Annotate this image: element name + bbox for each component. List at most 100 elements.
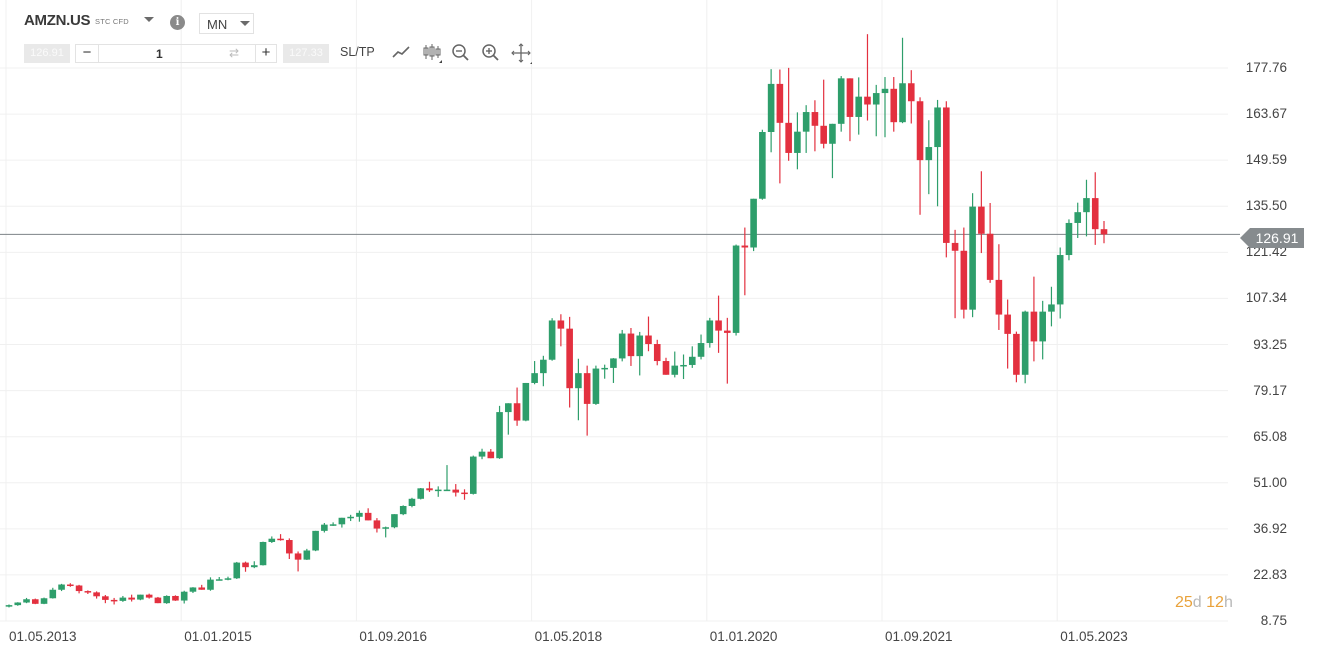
candle-up[interactable] <box>732 245 740 333</box>
candle-up[interactable] <box>531 373 538 383</box>
info-icon[interactable]: i <box>170 15 185 30</box>
swap-units-icon[interactable]: ⇄ <box>229 46 240 60</box>
candle-down[interactable] <box>242 562 249 568</box>
candle-down[interactable] <box>373 520 381 529</box>
candle-down[interactable] <box>916 101 924 161</box>
candle-up[interactable] <box>837 78 845 124</box>
candle-up[interactable] <box>23 599 30 603</box>
candle-down[interactable] <box>513 403 521 421</box>
candle-up[interactable] <box>391 514 398 528</box>
candle-up[interactable] <box>601 367 608 370</box>
candle-up[interactable] <box>750 198 757 248</box>
candle-up[interactable] <box>592 368 600 404</box>
candle-up[interactable] <box>697 343 705 357</box>
candle-up[interactable] <box>40 598 48 604</box>
candle-down[interactable] <box>741 245 749 248</box>
timeframe-select[interactable]: MN <box>199 13 254 34</box>
candle-up[interactable] <box>417 488 425 499</box>
candle-up[interactable] <box>934 107 941 148</box>
candle-down[interactable] <box>294 553 302 560</box>
candle-down[interactable] <box>978 206 985 234</box>
buy-button[interactable]: 127.33 <box>283 44 329 63</box>
candle-down[interactable] <box>724 330 731 333</box>
candle-up[interactable] <box>855 96 863 117</box>
candle-up[interactable] <box>259 541 267 566</box>
candle-down[interactable] <box>583 373 591 404</box>
candle-down[interactable] <box>960 250 968 310</box>
candle-down[interactable] <box>907 83 915 102</box>
candle-up[interactable] <box>505 403 512 413</box>
candle-up[interactable] <box>215 579 223 581</box>
candle-up[interactable] <box>969 206 976 310</box>
candle-down[interactable] <box>627 333 635 357</box>
candle-up[interactable] <box>329 524 337 526</box>
candle-down[interactable] <box>154 597 162 604</box>
candle-up[interactable] <box>434 489 442 492</box>
candle-down[interactable] <box>461 492 468 495</box>
symbol-name[interactable]: AMZN.US <box>24 12 91 29</box>
candle-up[interactable] <box>137 594 144 600</box>
candle-up[interactable] <box>688 356 696 365</box>
volume-stepper[interactable]: − 1 ⇄ + <box>75 44 277 63</box>
candle-up[interactable] <box>1065 222 1073 256</box>
candle-down[interactable] <box>557 320 565 329</box>
candle-down[interactable] <box>1013 333 1020 375</box>
candle-down[interactable] <box>198 587 206 590</box>
candle-up[interactable] <box>759 132 766 199</box>
candle-down[interactable] <box>1091 198 1099 230</box>
candle-down[interactable] <box>1100 229 1108 235</box>
candle-up[interactable] <box>829 123 836 144</box>
candle-down[interactable] <box>645 335 652 345</box>
candle-down[interactable] <box>364 512 372 521</box>
candle-up[interactable] <box>469 456 477 494</box>
candle-up[interactable] <box>224 578 232 580</box>
candle-down[interactable] <box>277 538 284 541</box>
sell-button[interactable]: 126.91 <box>24 44 70 63</box>
candle-down[interactable] <box>172 595 179 601</box>
candle-up[interactable] <box>207 579 214 590</box>
candle-up[interactable] <box>250 565 258 568</box>
candle-up[interactable] <box>321 524 328 531</box>
candle-up[interactable] <box>303 550 311 560</box>
candle-up[interactable] <box>706 320 714 344</box>
candle-up[interactable] <box>881 88 889 94</box>
candle-up[interactable] <box>268 538 276 542</box>
candle-down[interactable] <box>75 585 83 592</box>
candle-down[interactable] <box>102 596 109 600</box>
candle-down[interactable] <box>84 591 92 593</box>
zoom-out-icon[interactable] <box>450 42 472 64</box>
candle-up[interactable] <box>548 320 556 360</box>
candle-up[interactable] <box>610 358 617 368</box>
candle-up[interactable] <box>180 591 188 601</box>
candle-down[interactable] <box>452 489 460 493</box>
candle-down[interactable] <box>776 83 784 123</box>
candle-down[interactable] <box>811 112 819 126</box>
candle-up[interactable] <box>1074 212 1082 223</box>
candle-up[interactable] <box>522 382 530 421</box>
candle-up[interactable] <box>1039 311 1046 342</box>
candle-down[interactable] <box>128 597 135 600</box>
candle-up[interactable] <box>1056 255 1064 305</box>
candle-up[interactable] <box>312 530 319 551</box>
candle-down[interactable] <box>1004 314 1011 334</box>
candle-down[interactable] <box>943 107 950 243</box>
candle-up[interactable] <box>618 333 626 359</box>
candle-up[interactable] <box>496 412 503 459</box>
line-chart-icon[interactable] <box>390 42 412 64</box>
volume-decrease-button[interactable]: − <box>76 45 99 62</box>
candle-up[interactable] <box>443 489 451 492</box>
candle-up[interactable] <box>347 516 354 519</box>
candle-down[interactable] <box>1030 311 1038 342</box>
candle-down[interactable] <box>846 78 854 117</box>
candle-up[interactable] <box>794 131 801 153</box>
candlestick-icon[interactable] <box>421 42 443 64</box>
crosshair-move-icon[interactable] <box>510 42 533 64</box>
candle-down[interactable] <box>890 88 898 123</box>
candle-down[interactable] <box>820 125 827 144</box>
symbol-dropdown-chevron-icon[interactable] <box>144 17 154 22</box>
candle-up[interactable] <box>872 93 880 105</box>
candle-down[interactable] <box>864 96 871 105</box>
candle-up[interactable] <box>338 517 346 525</box>
candle-down[interactable] <box>93 592 100 597</box>
